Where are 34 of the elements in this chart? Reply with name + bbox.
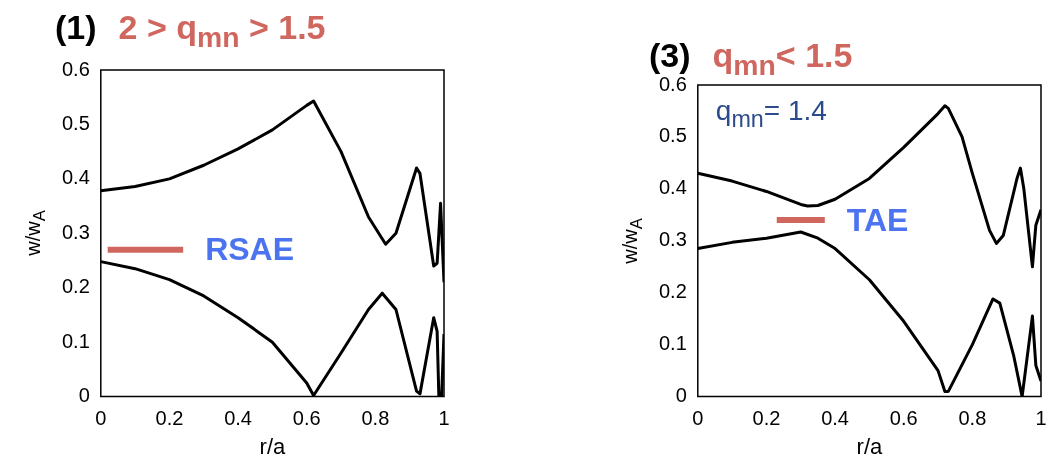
x-tick-label: 1	[1035, 407, 1047, 430]
y-tick-label: 0.4	[658, 176, 687, 199]
chart-title: (3)	[649, 36, 691, 74]
annotation: TAE	[846, 201, 909, 238]
chart-subtitle: 2 > q$_{mn}$ > 1.5	[118, 8, 326, 53]
y-tick-label: 0.6	[61, 57, 90, 80]
x-tick-label: 0.2	[752, 407, 781, 430]
x-axis-title: r/a	[259, 433, 286, 459]
x-axis-title: r/a	[856, 433, 883, 459]
y-tick-label: 0.1	[658, 332, 687, 355]
x-tick-label: 0.6	[292, 407, 321, 430]
y-tick-label: 0.5	[61, 111, 90, 134]
x-tick-label: 0.8	[361, 407, 390, 430]
annotation: RSAE	[205, 231, 295, 268]
x-tick-label: 1	[438, 407, 450, 430]
annotation: q$_{mn}$= 1.4	[715, 95, 827, 133]
x-tick-label: 0.8	[958, 407, 987, 430]
x-tick-label: 0.2	[155, 407, 184, 430]
y-tick-label: 0.4	[61, 166, 90, 189]
chart-subtitle: q$_{mn}$< 1.5	[712, 36, 853, 81]
y-tick-label: 0.1	[61, 329, 90, 352]
y-tick-label: 0.5	[658, 124, 687, 147]
x-tick-label: 0.4	[224, 407, 252, 430]
y-tick-label: 0	[675, 384, 687, 407]
x-tick-label: 0.4	[821, 407, 849, 430]
y-tick-label: 0.2	[61, 275, 90, 298]
x-tick-label: 0	[95, 407, 107, 430]
x-tick-label: 0.6	[889, 407, 918, 430]
y-tick-label: 0.2	[658, 280, 687, 303]
chart-title: (1)	[55, 8, 97, 46]
y-tick-label: 0.3	[61, 220, 90, 243]
y-tick-label: 0	[78, 384, 90, 407]
y-tick-label: 0.3	[658, 228, 687, 251]
x-tick-label: 0	[692, 407, 704, 430]
